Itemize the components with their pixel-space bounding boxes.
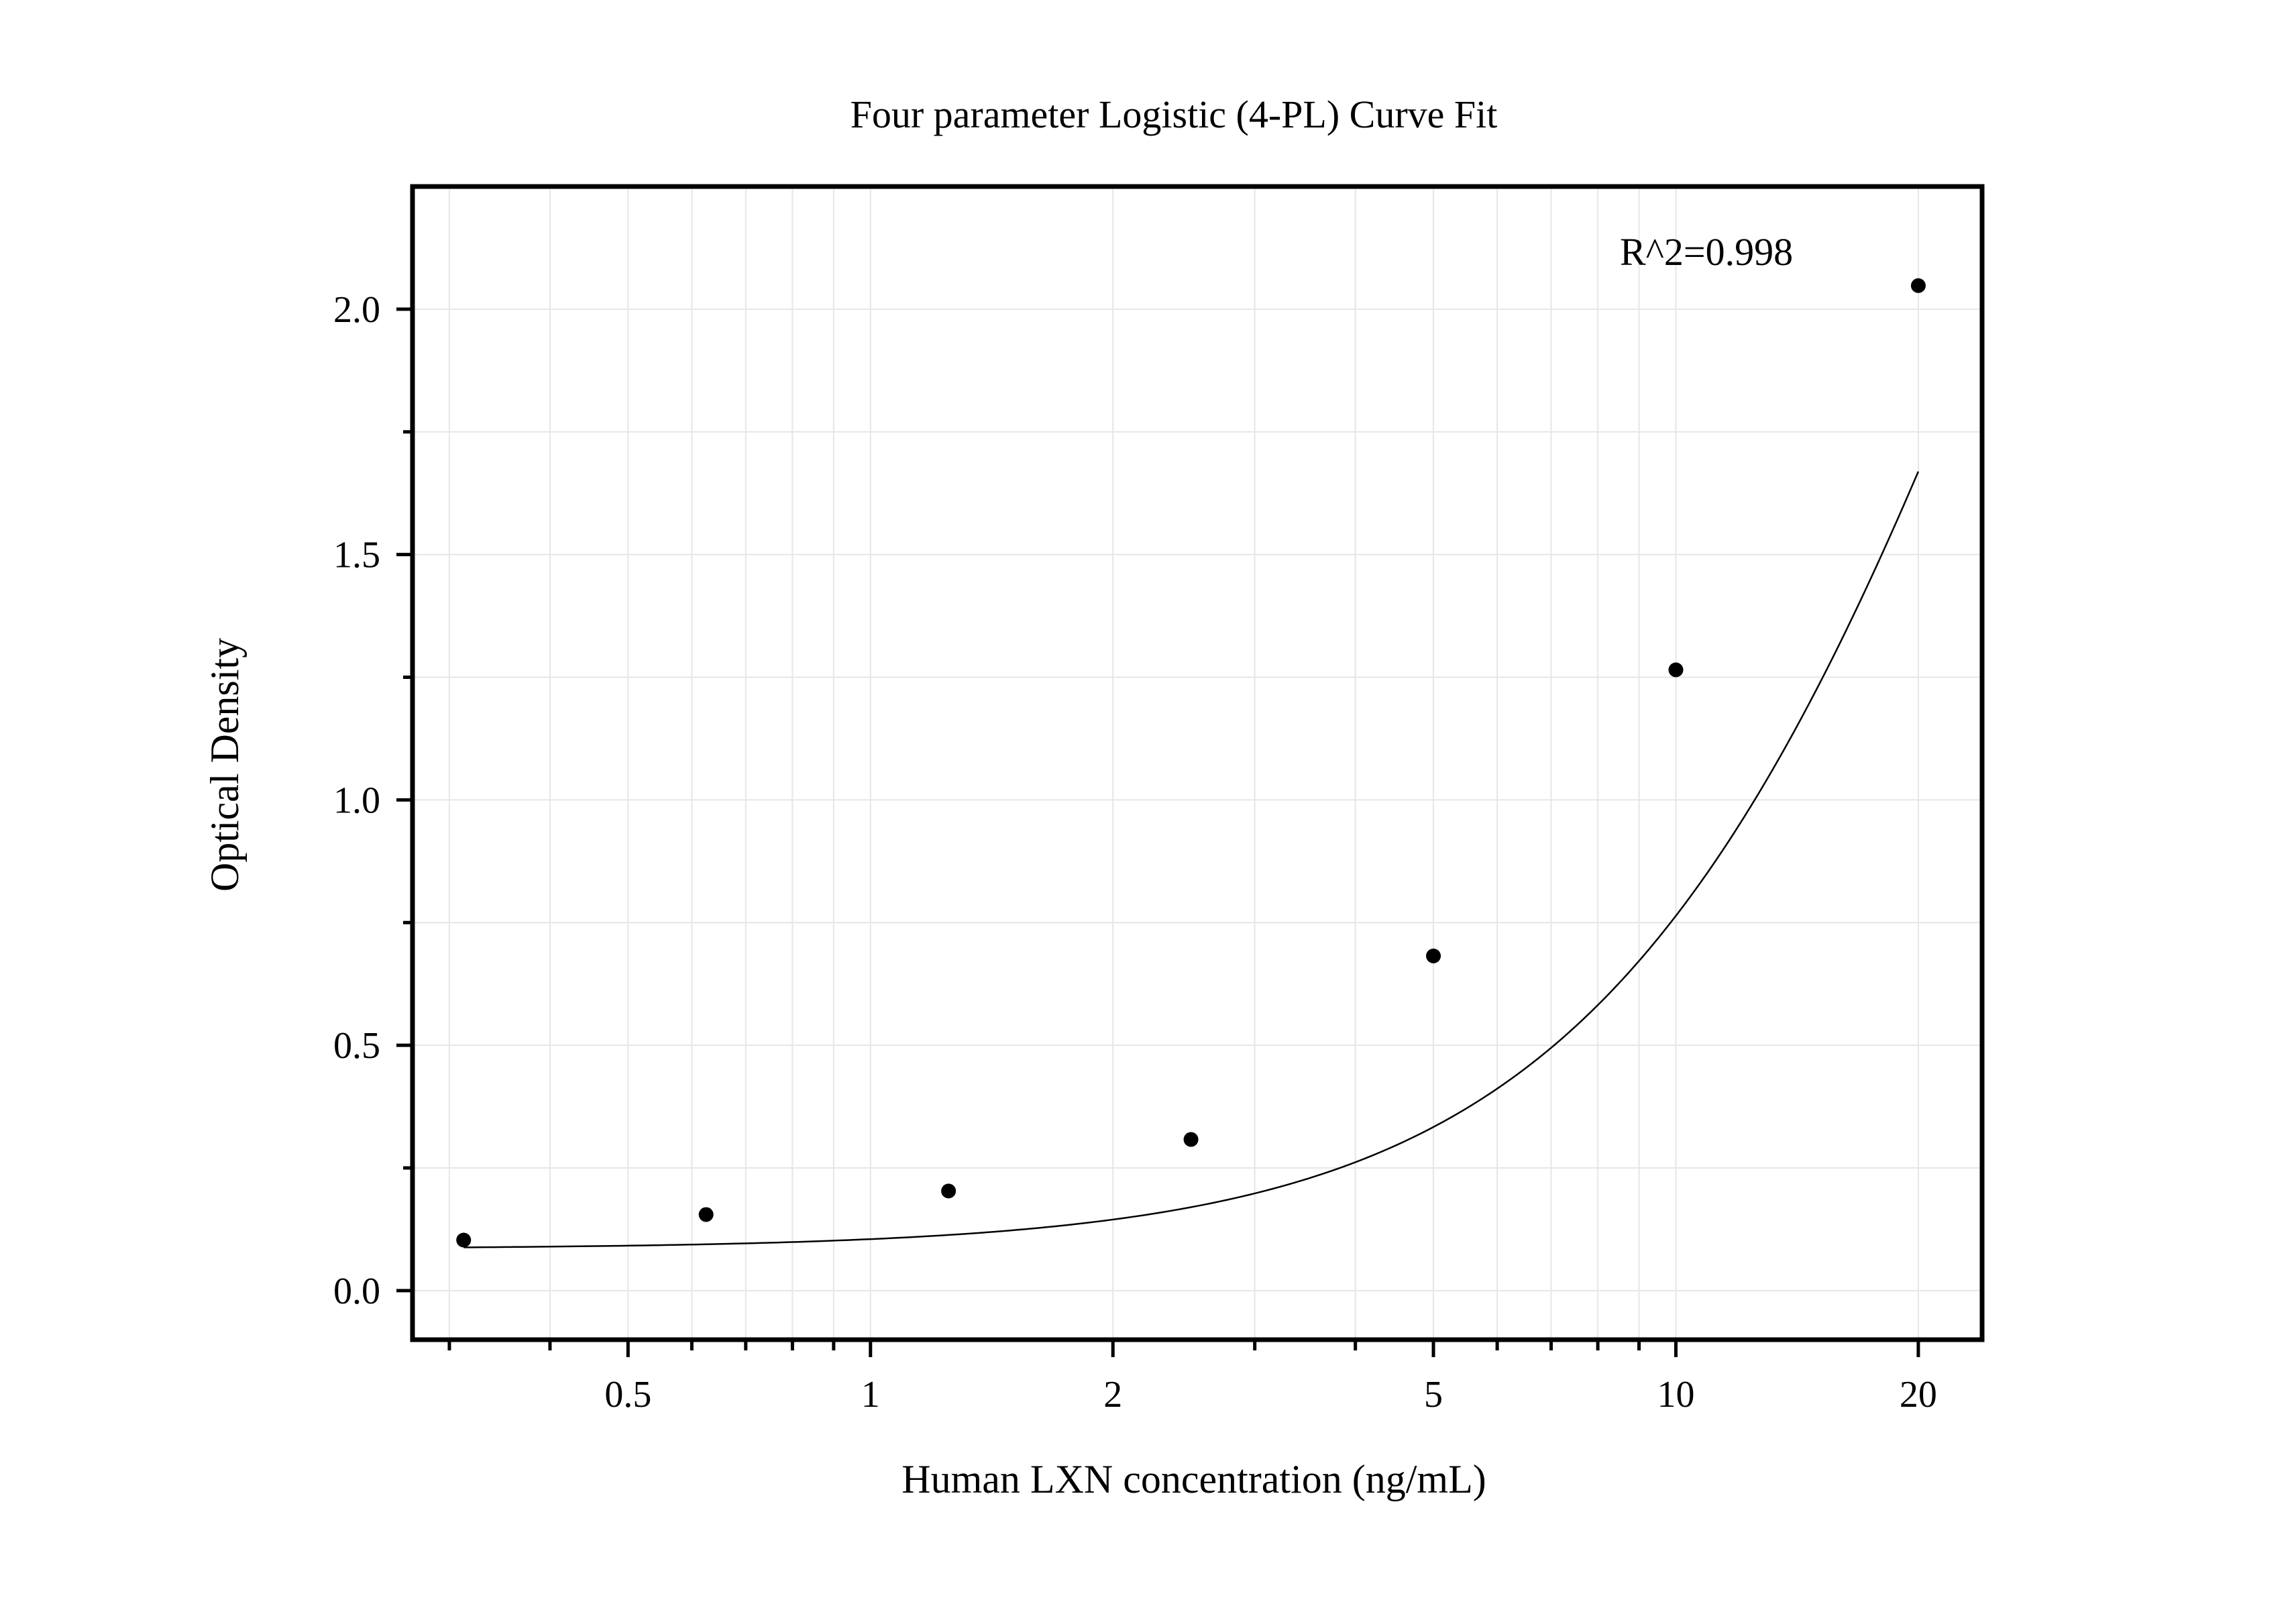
y-tick-label: 2.0 [333, 289, 380, 331]
x-tick-label: 0.5 [604, 1374, 651, 1415]
x-tick-label: 1 [861, 1374, 880, 1415]
r-squared-annotation: R^2=0.998 [1620, 230, 1793, 274]
fit-curve [463, 471, 1920, 1248]
data-point [1426, 948, 1441, 963]
tick-labels: 0.5 1 2 5 10 20 0.0 0.5 1.0 1.5 2.0 [333, 289, 1937, 1415]
y-axis-title: Optical Density [203, 638, 247, 892]
x-tick-label: 5 [1424, 1374, 1443, 1415]
y-tick-label: 1.5 [333, 535, 380, 576]
x-tick-label: 10 [1657, 1374, 1694, 1415]
x-axis-title: Human LXN concentration (ng/mL) [901, 1457, 1486, 1501]
fit-curve-layer [463, 471, 1920, 1248]
y-tick-label: 0.5 [333, 1025, 380, 1067]
x-tick-label: 2 [1103, 1374, 1122, 1415]
chart-title: Four parameter Logistic (4-PL) Curve Fit [851, 93, 1498, 136]
axis-ticks [396, 307, 1920, 1357]
x-tick-label: 20 [1900, 1374, 1937, 1415]
data-points [456, 278, 1926, 1248]
data-point [456, 1232, 472, 1248]
y-tick-label: 0.0 [333, 1271, 380, 1312]
data-point [1183, 1132, 1199, 1147]
data-point [941, 1183, 956, 1199]
data-point [698, 1207, 714, 1222]
data-point [1910, 278, 1926, 293]
grid [413, 186, 1982, 1340]
data-point [1668, 662, 1684, 678]
y-tick-label: 1.0 [333, 780, 380, 821]
plot-frame [410, 184, 1985, 1342]
